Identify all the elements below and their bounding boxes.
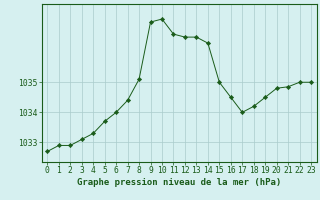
X-axis label: Graphe pression niveau de la mer (hPa): Graphe pression niveau de la mer (hPa) bbox=[77, 178, 281, 187]
